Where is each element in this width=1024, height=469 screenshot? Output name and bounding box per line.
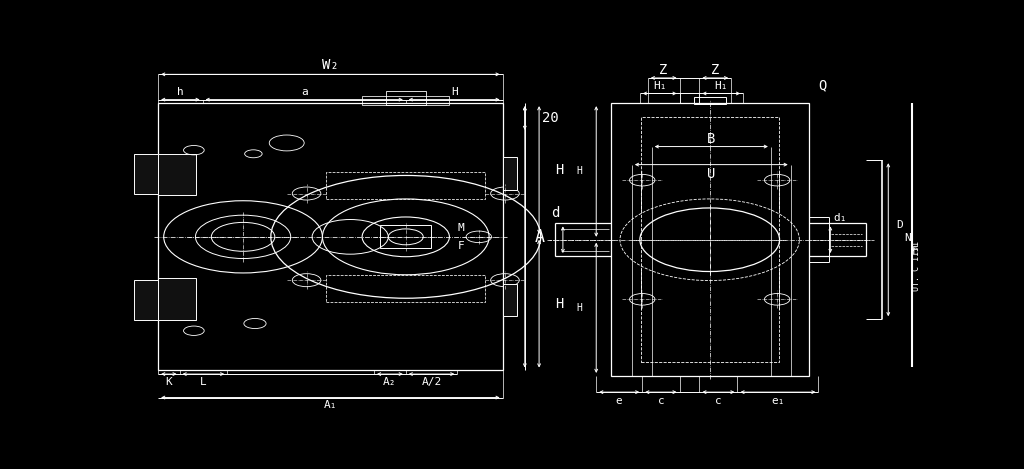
Bar	[641, 117, 779, 362]
Text: M: M	[458, 223, 464, 233]
Text: W₂: W₂	[322, 58, 339, 72]
Text: K: K	[166, 377, 172, 387]
Bar	[158, 154, 197, 195]
Text: H₁: H₁	[715, 81, 728, 91]
Text: F: F	[458, 241, 464, 251]
Text: h: h	[177, 87, 183, 97]
Text: F: F	[912, 246, 919, 256]
Bar	[362, 96, 450, 105]
Bar	[386, 91, 426, 105]
Text: UT. C 1151: UT. C 1151	[911, 241, 921, 291]
Text: U: U	[708, 166, 716, 181]
Text: H: H	[555, 163, 563, 177]
Text: Q: Q	[818, 78, 826, 92]
Bar	[158, 103, 503, 371]
Text: H: H	[555, 297, 563, 310]
Text: N: N	[904, 233, 911, 243]
Text: d: d	[551, 205, 559, 219]
Text: e: e	[615, 396, 623, 406]
Text: A₂: A₂	[383, 377, 396, 387]
Bar	[610, 103, 809, 376]
Bar	[503, 158, 517, 190]
Text: 20: 20	[543, 111, 559, 125]
Bar	[503, 284, 517, 316]
Bar	[134, 154, 158, 194]
Text: H: H	[577, 166, 582, 176]
Bar	[134, 280, 158, 320]
Text: H: H	[451, 87, 458, 97]
Text: B: B	[708, 132, 716, 145]
Bar	[694, 97, 726, 104]
Text: H₁: H₁	[653, 81, 667, 91]
Text: a: a	[301, 87, 307, 97]
Text: H: H	[577, 303, 582, 313]
Text: L: L	[200, 377, 207, 387]
Text: A/2: A/2	[422, 377, 441, 387]
Text: Z: Z	[711, 63, 720, 77]
Text: A₁: A₁	[324, 401, 337, 410]
Text: c: c	[715, 396, 722, 406]
Text: A: A	[535, 228, 545, 246]
Bar	[327, 275, 485, 302]
Text: D: D	[896, 220, 903, 230]
Bar	[327, 172, 485, 199]
Text: d₁: d₁	[834, 213, 847, 223]
Text: Z: Z	[659, 63, 668, 77]
Text: e₁: e₁	[771, 396, 784, 406]
Bar	[158, 279, 197, 320]
Text: c: c	[657, 396, 665, 406]
Bar	[380, 225, 431, 249]
